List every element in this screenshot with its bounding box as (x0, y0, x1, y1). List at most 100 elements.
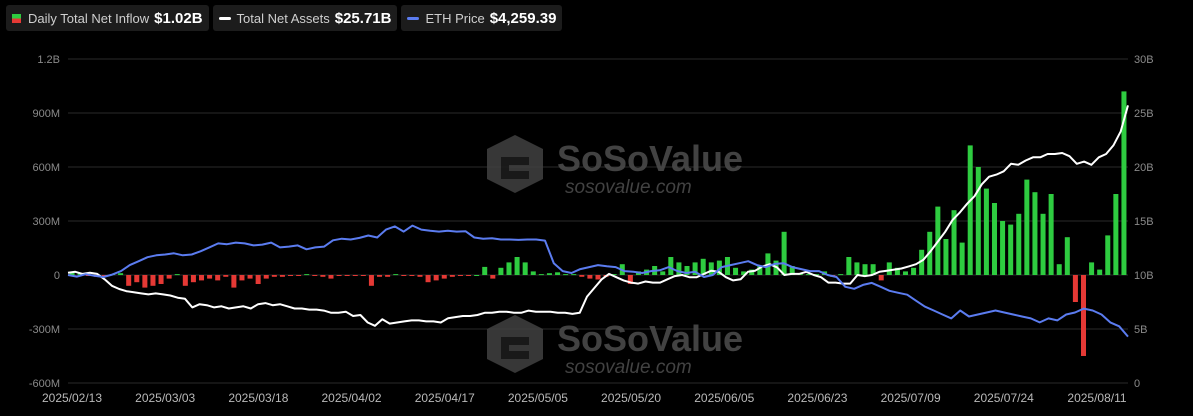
y-axis-left: 1.2B 900M 600M 300M 0 -300M -600M (29, 54, 60, 390)
y-left-tick-label: 1.2B (37, 54, 60, 66)
inflow-bar (271, 275, 277, 277)
inflow-bar (1000, 221, 1006, 275)
inflow-bar (805, 274, 811, 276)
inflow-bar (134, 275, 140, 283)
legend-label: ETH Price (425, 10, 485, 26)
y-right-tick-label: 25B (1134, 108, 1154, 120)
inflow-bar (101, 275, 107, 276)
inflow-bar (571, 274, 577, 276)
line-swatch-icon (407, 16, 420, 20)
legend-item-2[interactable]: ETH Price $4,259.39 (401, 5, 563, 31)
inflow-bar (546, 273, 552, 275)
inflow-bar (741, 271, 747, 275)
bar-swatch-icon (12, 13, 21, 23)
inflow-bar (692, 262, 698, 275)
inflow-bar (474, 275, 480, 276)
inflow-bar (733, 267, 739, 275)
inflow-bar (1064, 237, 1070, 275)
inflow-bar (684, 266, 690, 275)
logo-hex-icon (487, 135, 543, 193)
x-axis: 2025/02/13 2025/03/03 2025/03/18 2025/04/02… (42, 391, 1127, 405)
x-tick-label: 2025/03/03 (135, 391, 195, 405)
inflow-bar (296, 275, 302, 276)
inflow-bar (975, 167, 981, 275)
inflow-bar (118, 273, 124, 275)
inflow-bar (223, 275, 229, 277)
inflow-bar (902, 271, 908, 275)
inflow-bar (304, 274, 310, 276)
x-tick-label: 2025/02/13 (42, 391, 102, 405)
inflow-bar (360, 275, 366, 276)
inflow-bar (943, 239, 949, 275)
y-left-tick-label: 300M (32, 216, 60, 228)
inflow-bar (1089, 262, 1095, 275)
legend-label: Total Net Assets (236, 10, 330, 26)
inflow-bar (368, 275, 374, 286)
logo-wordmark: SoSoValue (557, 138, 743, 179)
x-tick-label: 2025/07/24 (974, 391, 1034, 405)
logo-mark-icon (501, 337, 529, 359)
inflow-bar (967, 145, 973, 275)
y-left-tick-label: 600M (32, 162, 60, 174)
inflow-bar (563, 274, 569, 276)
inflow-bar (991, 203, 997, 275)
inflow-bar (1113, 194, 1119, 275)
x-tick-label: 2025/06/23 (787, 391, 847, 405)
inflow-bar (708, 262, 714, 275)
y-left-tick-label: -300M (29, 324, 60, 336)
inflow-bar (409, 275, 415, 276)
inflow-bar (263, 275, 269, 279)
x-tick-label: 2025/08/11 (1067, 391, 1126, 405)
inflow-bar (919, 249, 925, 275)
inflow-bar (838, 274, 844, 276)
legend-value: $1.02B (154, 9, 203, 27)
y-right-tick-label: 15B (1134, 216, 1154, 228)
inflow-bar (328, 275, 334, 279)
inflow-bar (668, 257, 674, 275)
inflow-bar (878, 275, 884, 281)
y-left-tick-label: 0 (54, 270, 60, 282)
total-net-assets-line (67, 105, 1129, 327)
inflow-bar (69, 272, 75, 275)
inflow-bar (466, 275, 472, 276)
inflow-bar (1024, 179, 1030, 275)
logo-wordmark: SoSoValue (557, 318, 743, 359)
inflow-bar (555, 272, 561, 275)
inflow-bar (312, 275, 318, 276)
inflow-bar (1121, 91, 1127, 276)
logo-url: sosovalue.com (565, 177, 692, 198)
inflow-bar (627, 275, 633, 284)
inflow-bar (385, 275, 391, 277)
inflow-bar (417, 275, 423, 277)
inflow-bar (336, 275, 342, 276)
inflow-bar (870, 264, 876, 275)
inflow-bar (425, 275, 431, 283)
legend-item-1[interactable]: Total Net Assets $25.71B (212, 5, 398, 31)
inflow-bar (749, 269, 755, 275)
legend-value: $4,259.39 (489, 9, 557, 27)
inflow-bar (344, 275, 350, 276)
y-left-tick-label: 900M (32, 108, 60, 120)
inflow-bar (126, 275, 132, 286)
inflow-bar (231, 275, 237, 288)
inflow-bar (854, 262, 860, 275)
inflow-bar (894, 267, 900, 275)
inflow-bar (813, 274, 819, 276)
inflow-bar (199, 275, 205, 281)
inflow-bar (490, 275, 496, 279)
inflow-bar (911, 267, 917, 275)
legend-item-0[interactable]: Daily Total Net Inflow $1.02B (6, 5, 209, 31)
inflow-bar (587, 275, 593, 279)
inflow-bar (1105, 235, 1111, 275)
inflow-bar (660, 271, 666, 275)
inflow-bar (781, 231, 787, 275)
x-tick-label: 2025/04/02 (322, 391, 382, 405)
inflow-bar (716, 260, 722, 275)
inflow-bar (352, 275, 358, 276)
inflow-bar (506, 262, 512, 275)
inflow-bar (538, 274, 544, 276)
inflow-bar (449, 275, 455, 277)
y-right-tick-label: 5B (1134, 324, 1147, 336)
y-right-tick-label: 20B (1134, 162, 1154, 174)
